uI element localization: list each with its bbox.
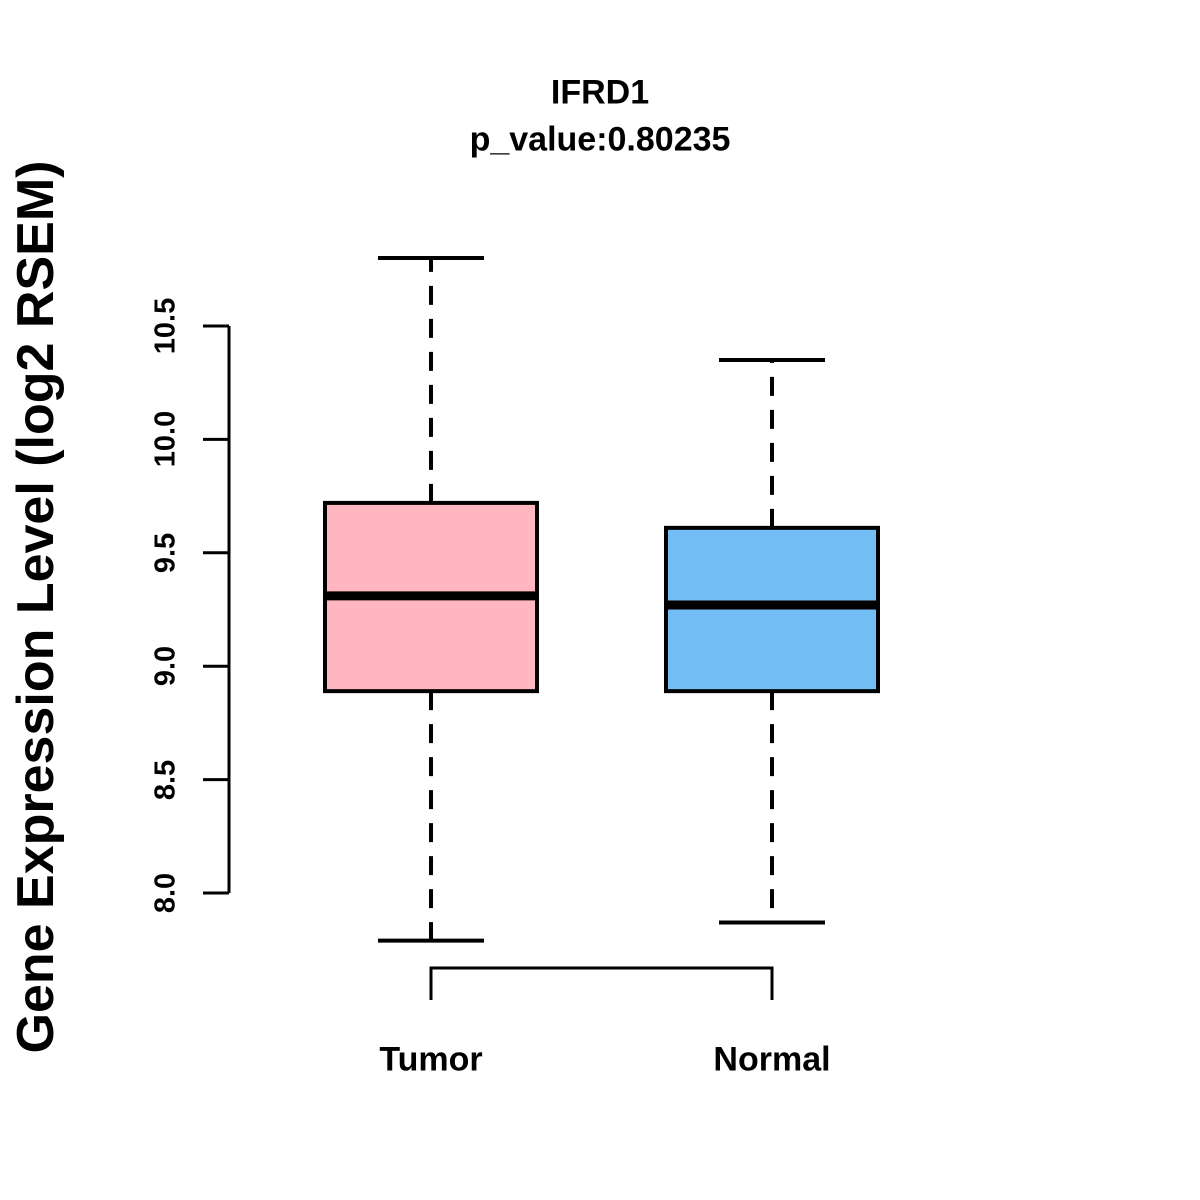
y-tick-label: 8.0 xyxy=(149,872,182,914)
chart-title: IFRD1 xyxy=(550,73,650,112)
y-tick-label: 9.0 xyxy=(149,646,182,687)
y-tick-label: 8.5 xyxy=(149,759,182,800)
category-label-tumor: Tumor xyxy=(379,1040,483,1079)
category-label-normal: Normal xyxy=(713,1040,831,1079)
y-tick-label: 10.5 xyxy=(149,297,182,355)
chart-subtitle: p_value:0.80235 xyxy=(469,120,731,159)
y-tick-label: 9.5 xyxy=(149,532,182,573)
x-axis-bracket xyxy=(429,966,774,1000)
y-tick-label: 10.0 xyxy=(149,411,182,468)
normal-box xyxy=(664,525,880,694)
